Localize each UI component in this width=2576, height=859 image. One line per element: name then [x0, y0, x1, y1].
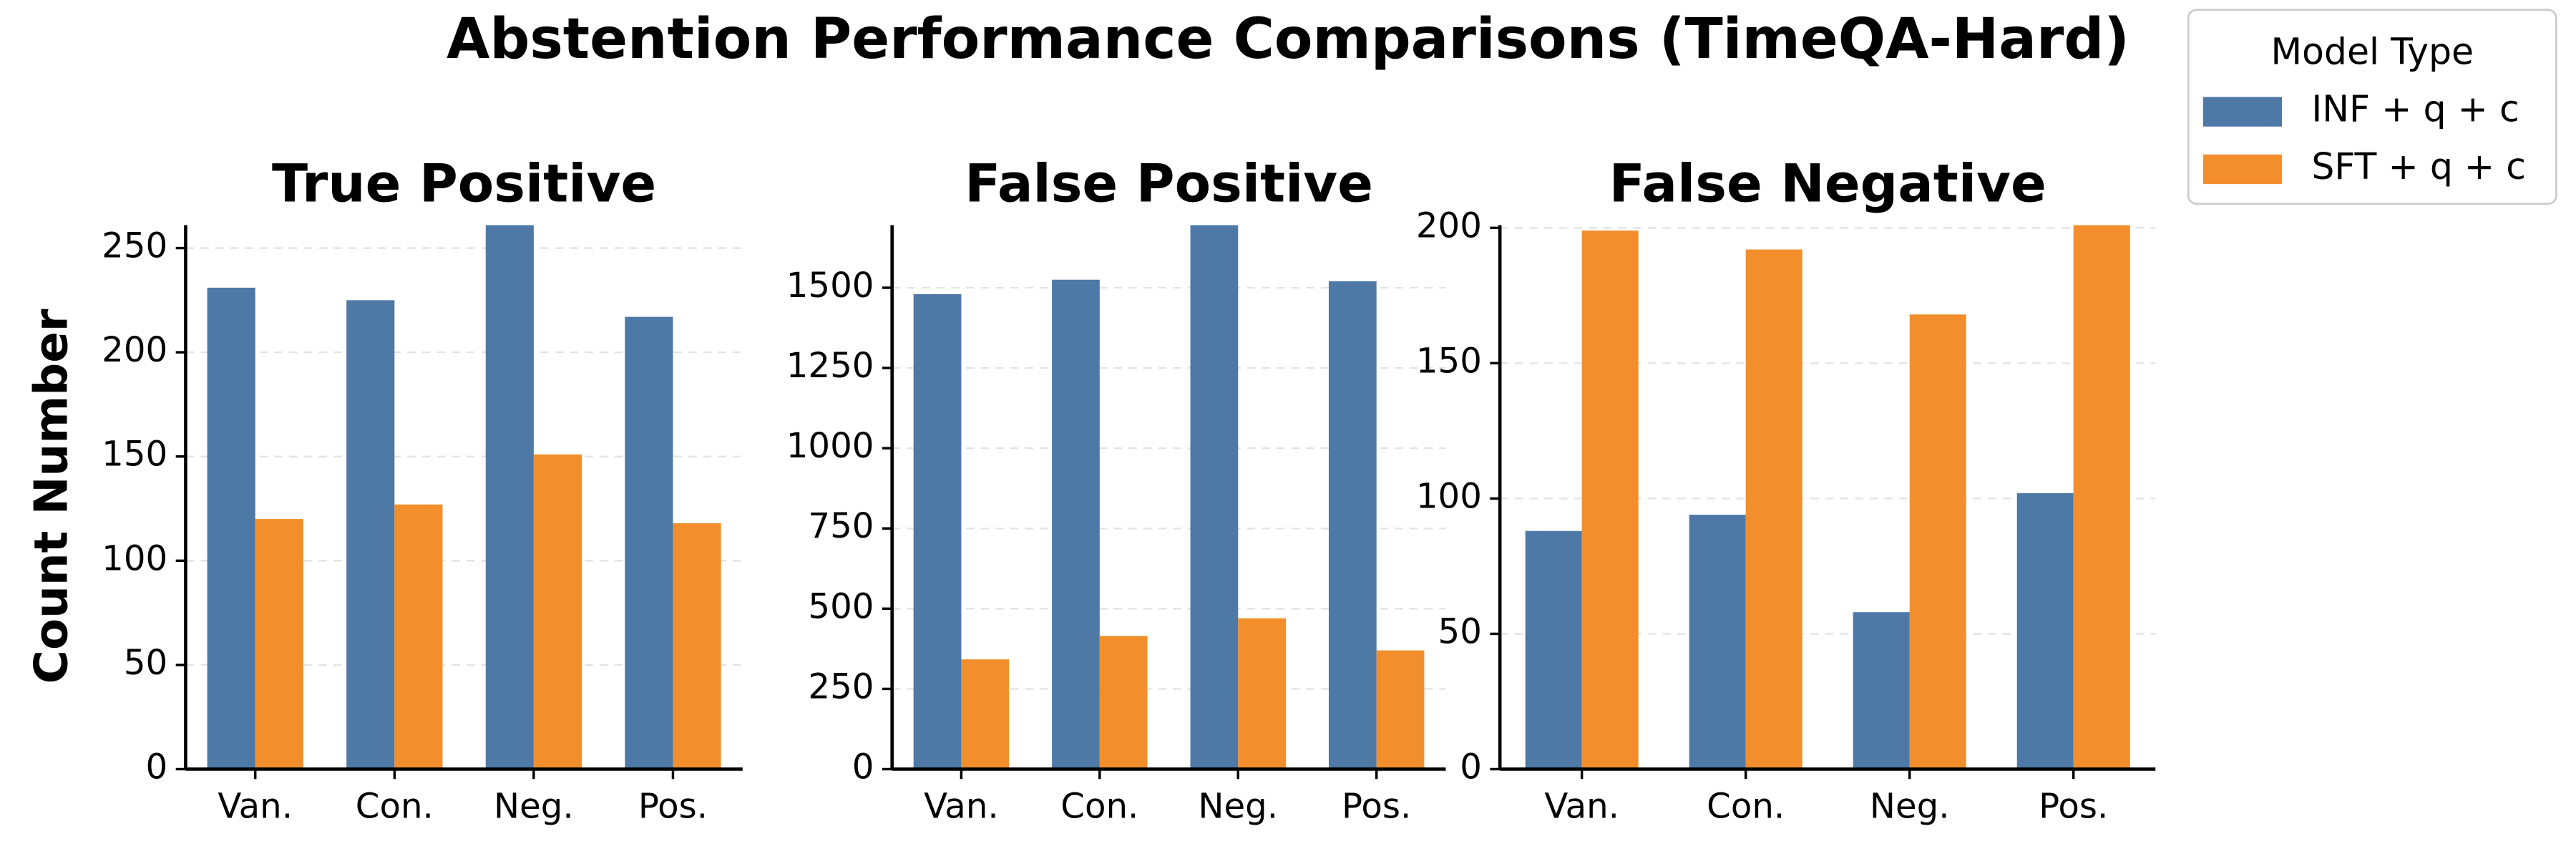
- bar: [1909, 314, 1966, 770]
- bar: [2016, 492, 2074, 770]
- bar: [1052, 279, 1100, 770]
- bar: [346, 300, 395, 770]
- y-tick-label: 1250: [786, 346, 874, 386]
- x-tick-label: Van.: [1544, 787, 1619, 827]
- y-tick-label: 150: [1416, 341, 1482, 381]
- bar: [1328, 281, 1377, 770]
- y-tick-label: 0: [852, 747, 874, 787]
- y-tick-label: 100: [1416, 476, 1482, 516]
- y-tick-label: 50: [1438, 611, 1482, 651]
- subplot-title: False Positive: [965, 154, 1373, 215]
- bar: [913, 293, 962, 770]
- y-tick-label: 50: [124, 643, 167, 683]
- bar: [1376, 650, 1425, 770]
- x-tick-label: Pos.: [1342, 787, 1411, 827]
- bar: [533, 454, 582, 770]
- x-tick-label: Con.: [1707, 787, 1785, 827]
- bar: [961, 659, 1010, 770]
- bar: [1689, 515, 1746, 770]
- legend-title: Model Type: [2270, 30, 2474, 72]
- legend-swatch: [2202, 97, 2283, 127]
- bar: [255, 519, 303, 770]
- y-tick-label: 1000: [786, 426, 874, 466]
- legend-label: SFT + q + c: [2311, 145, 2526, 188]
- y-tick-label: 0: [1460, 747, 1482, 787]
- y-tick-label: 100: [102, 538, 167, 578]
- x-tick-label: Neg.: [494, 787, 574, 827]
- bar: [1238, 618, 1286, 770]
- x-tick-label: Pos.: [2039, 787, 2108, 827]
- subplot: True Positive 0 50 100 150 200 250 Van. Con. Neg.…: [102, 154, 743, 827]
- subplot-title: True Positive: [272, 154, 656, 215]
- y-tick-label: 1500: [786, 266, 874, 306]
- bar: [394, 504, 443, 770]
- bar: [625, 316, 673, 770]
- x-tick-label: Neg.: [1870, 787, 1950, 827]
- x-tick-label: Con.: [1060, 787, 1138, 827]
- y-tick-label: 250: [102, 226, 167, 266]
- bar: [1525, 530, 1582, 770]
- bar: [1099, 636, 1148, 770]
- bar: [1745, 249, 1802, 770]
- legend-label: INF + q + c: [2311, 88, 2519, 130]
- bar: [673, 523, 721, 770]
- bar: [485, 225, 534, 770]
- y-tick-label: 200: [1416, 205, 1482, 246]
- bar: [207, 287, 255, 770]
- figure-title: Abstention Performance Comparisons (Time…: [447, 7, 2129, 72]
- y-axis-label: Count Number: [24, 309, 78, 684]
- legend: Model Type INF + q + c SFT + q + c: [2187, 9, 2557, 205]
- x-tick-label: Neg.: [1198, 787, 1278, 827]
- x-tick-label: Con.: [356, 787, 434, 827]
- bar: [2073, 225, 2130, 770]
- x-tick-label: Pos.: [638, 787, 708, 827]
- y-tick-label: 0: [146, 747, 168, 787]
- legend-swatch: [2202, 154, 2283, 185]
- y-tick-label: 200: [102, 330, 167, 370]
- subplot: False Positive 0 250 500 750 1000 1250 1500 Van.…: [786, 154, 1446, 827]
- x-tick-label: Van.: [924, 787, 999, 827]
- subplot: False Negative 0 50 100 150 200 Van. Con. Neg. Po…: [1416, 154, 2156, 827]
- x-tick-label: Van.: [218, 787, 293, 827]
- y-tick-label: 750: [808, 506, 874, 546]
- bar: [1190, 225, 1239, 770]
- y-tick-label: 150: [102, 435, 167, 475]
- y-tick-label: 500: [808, 586, 874, 626]
- bar: [1853, 612, 1910, 770]
- y-tick-label: 250: [808, 666, 874, 707]
- bar: [1581, 230, 1639, 770]
- subplot-title: False Negative: [1609, 154, 2046, 215]
